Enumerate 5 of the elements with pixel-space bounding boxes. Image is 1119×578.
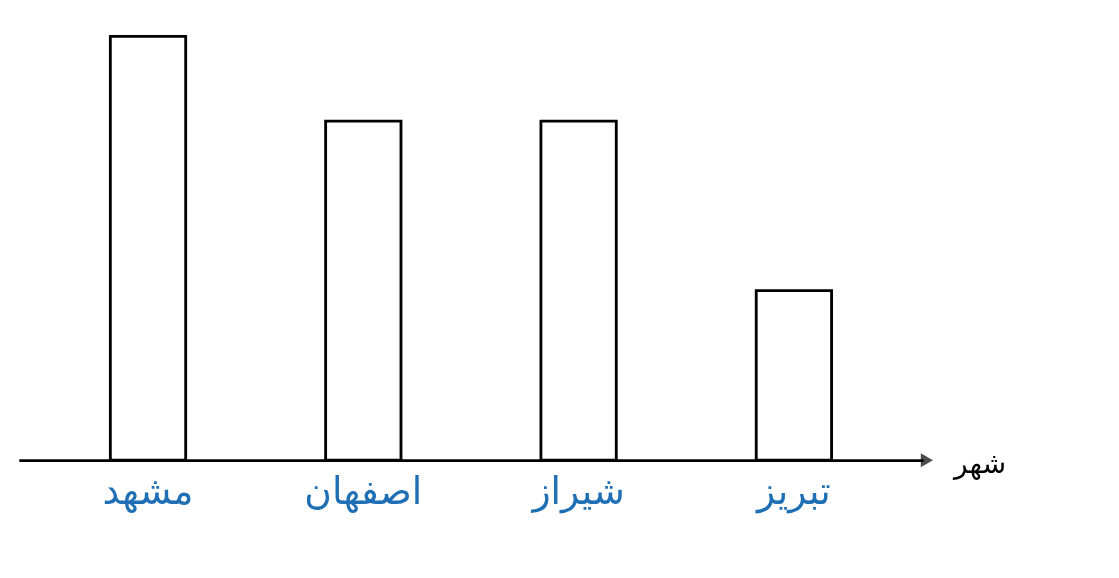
x-tick-label: تبریز	[754, 468, 831, 514]
x-tick-label: شیراز	[530, 468, 625, 514]
x-axis-title: شهر	[951, 446, 1007, 480]
x-tick-label: اصفهان	[304, 468, 423, 514]
x-tick-label: مشهد	[102, 468, 194, 514]
